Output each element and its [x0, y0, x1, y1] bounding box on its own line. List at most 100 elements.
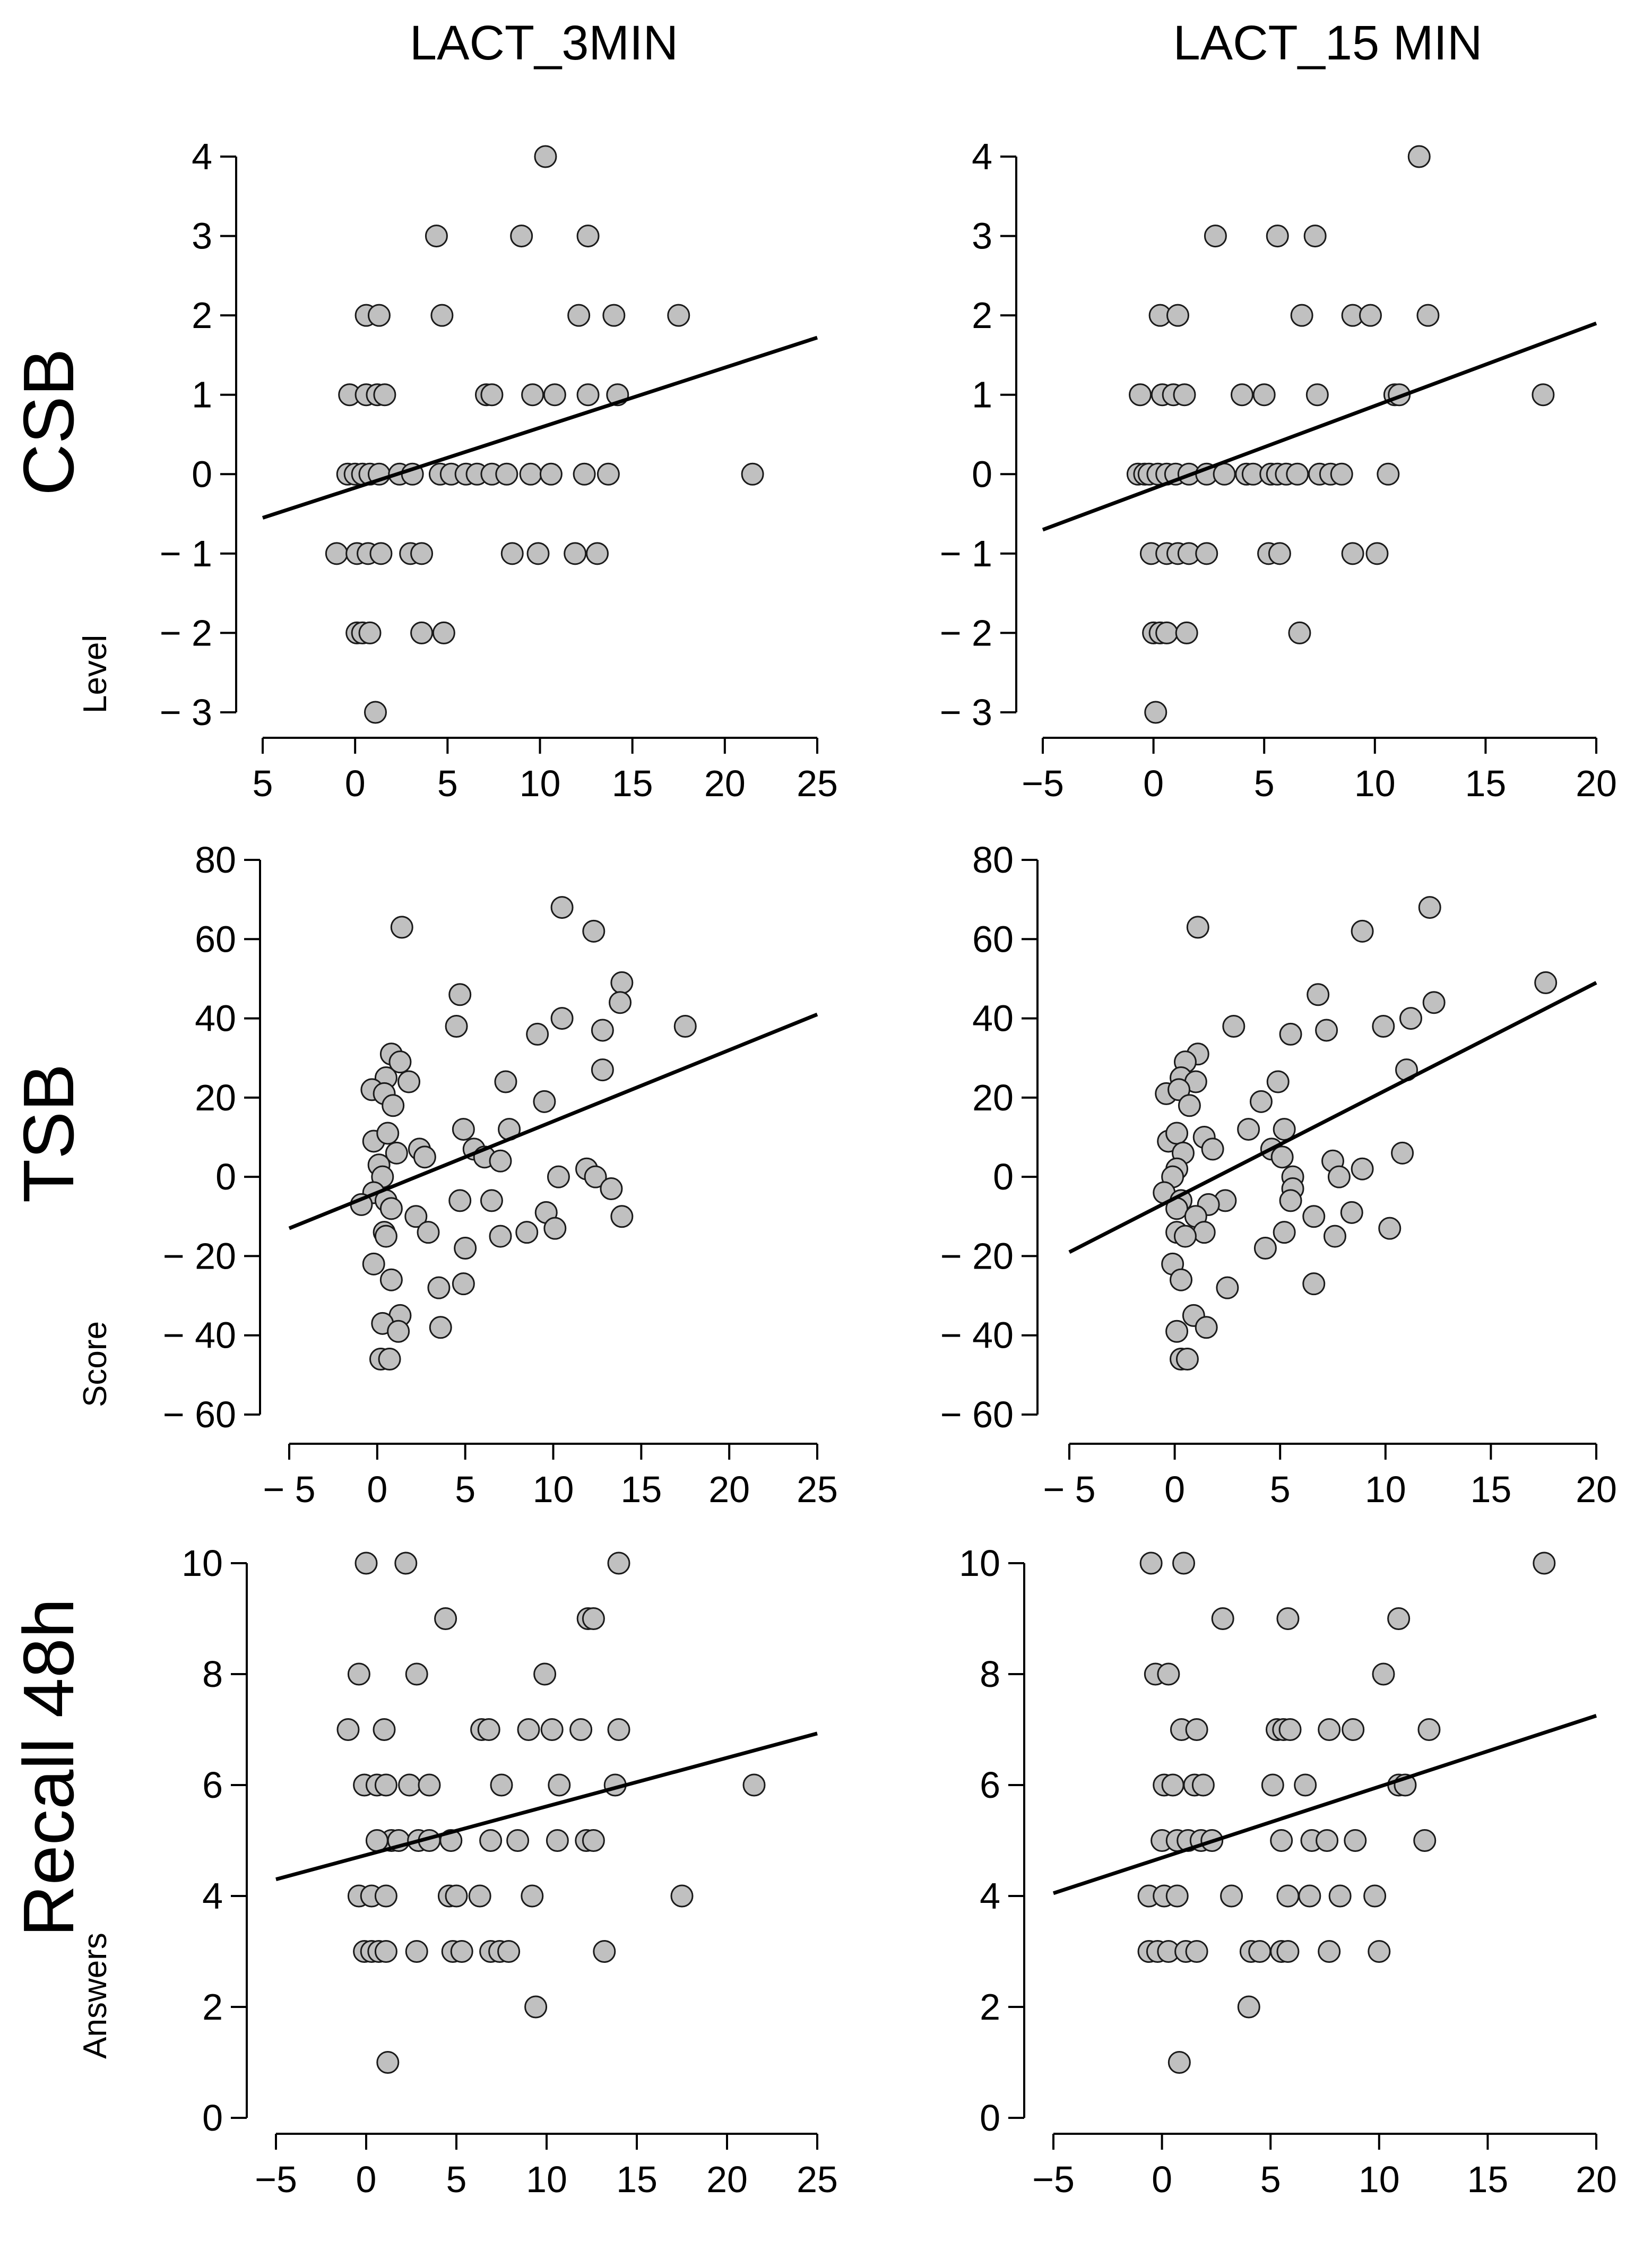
data-point — [1341, 542, 1364, 565]
x-tick-label: 10 — [520, 763, 561, 804]
data-point — [1290, 304, 1313, 327]
data-point — [1175, 1348, 1199, 1371]
x-tick-label: 15 — [1470, 1469, 1511, 1510]
data-point — [1286, 462, 1309, 486]
data-point — [1157, 1662, 1180, 1686]
data-point — [543, 383, 566, 407]
y-tick-label: 0 — [202, 2097, 223, 2139]
row-ylabel-level: Level — [77, 635, 114, 713]
y-tick-label: 80 — [195, 839, 236, 881]
data-point — [434, 1607, 457, 1630]
data-point — [510, 225, 533, 248]
data-point — [1298, 1884, 1321, 1908]
y-tick-label: − 2 — [940, 612, 992, 653]
x-tick-label: 25 — [797, 2159, 838, 2200]
y-tick-label: 3 — [192, 216, 212, 257]
data-point — [517, 1718, 540, 1741]
x-tick-label: 25 — [797, 1469, 838, 1510]
y-tick-label: 4 — [980, 1875, 1000, 1917]
x-tick-label: 10 — [1365, 1469, 1406, 1510]
data-point — [1323, 1225, 1346, 1248]
data-point — [404, 1205, 428, 1228]
data-point — [1155, 621, 1179, 644]
data-point — [569, 1718, 593, 1741]
data-point — [1318, 1718, 1341, 1741]
data-point — [417, 1221, 440, 1244]
data-point — [1276, 1884, 1300, 1908]
data-point — [1195, 542, 1218, 565]
data-point — [382, 1094, 405, 1117]
x-tick-label: 20 — [708, 1469, 750, 1510]
data-point — [373, 383, 396, 407]
data-point — [1351, 919, 1374, 943]
regression-line — [262, 335, 818, 520]
data-point — [374, 1773, 397, 1797]
data-point — [526, 1022, 549, 1046]
data-point — [325, 542, 348, 565]
data-point — [364, 701, 387, 724]
data-point — [521, 1884, 544, 1908]
data-point — [374, 1940, 397, 1963]
data-point — [1165, 1320, 1189, 1343]
x-tick-label: 0 — [345, 763, 366, 804]
data-point — [533, 1090, 556, 1113]
x-tick-label: 15 — [620, 1469, 662, 1510]
y-tick-label: 2 — [192, 295, 212, 336]
data-point — [591, 1058, 614, 1082]
data-point — [1268, 542, 1291, 565]
data-point — [591, 1019, 614, 1042]
x-tick-label: 10 — [533, 1469, 574, 1510]
data-point — [378, 1348, 401, 1371]
x-tick-label: 5 — [446, 2159, 467, 2200]
data-point — [1185, 1940, 1208, 1963]
y-tick-label: 1 — [192, 374, 212, 416]
data-point — [667, 304, 690, 327]
data-point — [1201, 1137, 1224, 1161]
data-point — [452, 1272, 475, 1296]
data-point — [1330, 462, 1353, 486]
regression-line — [1052, 1714, 1597, 1895]
data-point — [479, 1829, 503, 1852]
data-point — [567, 304, 591, 327]
column-title-lact-3min: LACT_3MIN — [410, 16, 678, 70]
data-point — [1166, 304, 1189, 327]
data-point — [519, 462, 542, 486]
x-tick-label: 0 — [1164, 1469, 1185, 1510]
data-point — [1211, 1607, 1234, 1630]
data-point — [388, 1050, 412, 1074]
data-point — [742, 1773, 766, 1797]
y-tick-label: 0 — [215, 1156, 236, 1197]
y-tick-label: − 40 — [163, 1315, 236, 1356]
x-tick-label: −5 — [1022, 763, 1064, 804]
y-tick-label: 8 — [202, 1653, 223, 1695]
data-point — [1399, 1007, 1422, 1030]
data-point — [448, 1189, 472, 1212]
data-point — [1365, 542, 1389, 565]
data-point — [1167, 1078, 1191, 1101]
data-point — [413, 1145, 436, 1169]
scatter-panel-tsb-lact3: − 60 − 40 − 20 0 20 40 60 80 − 5 0 5 10 15 20 25 — [163, 839, 838, 1510]
x-tick-label: 0 — [367, 1469, 387, 1510]
data-point — [1175, 621, 1198, 644]
y-tick-label: 60 — [195, 918, 236, 960]
x-tick-label: 10 — [1354, 763, 1396, 804]
data-point — [445, 1015, 468, 1038]
x-tick-label: − 5 — [1043, 1469, 1095, 1510]
data-point — [546, 1829, 569, 1852]
data-point — [1191, 1773, 1215, 1797]
data-point — [607, 1552, 630, 1575]
data-point — [1178, 1094, 1201, 1117]
data-point — [398, 1773, 421, 1797]
data-point — [1340, 1201, 1363, 1224]
data-point — [1237, 1995, 1260, 2019]
data-point — [547, 1165, 570, 1188]
data-point — [576, 225, 600, 248]
y-tick-label: 6 — [980, 1764, 1000, 1806]
data-point — [1144, 701, 1167, 724]
data-point — [387, 1320, 410, 1343]
data-point — [521, 383, 544, 407]
data-point — [397, 1070, 421, 1093]
y-tick-label: 0 — [980, 2097, 1000, 2139]
data-point — [1270, 1829, 1293, 1852]
data-point — [1266, 1070, 1290, 1093]
